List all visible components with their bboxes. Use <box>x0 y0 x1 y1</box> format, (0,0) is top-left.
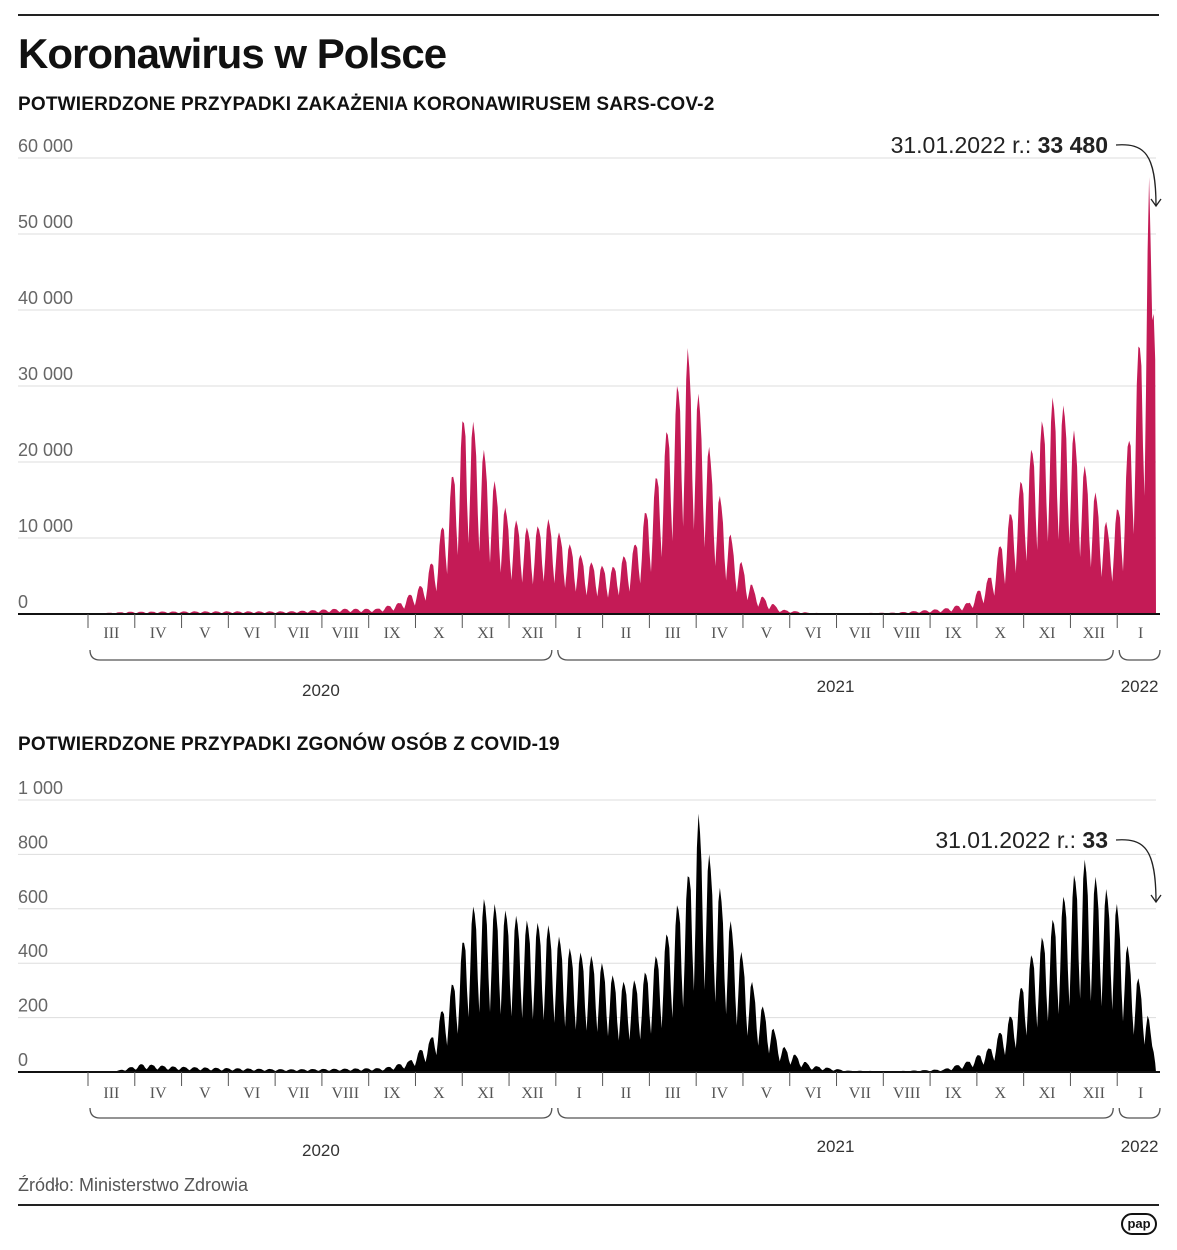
y-tick-label: 0 <box>18 592 28 612</box>
y-tick-label: 10 000 <box>18 516 73 536</box>
month-label: IV <box>711 1085 728 1102</box>
month-label: V <box>761 625 773 642</box>
month-label: VII <box>287 625 309 642</box>
year-brace <box>1118 1107 1161 1119</box>
month-label: XI <box>1039 625 1056 642</box>
month-label: X <box>994 625 1006 642</box>
month-label: X <box>994 1085 1006 1102</box>
month-label: VI <box>243 625 260 642</box>
annotation-arrow <box>1115 839 1157 903</box>
annotation-date: 31.01.2022 r.: <box>935 827 1082 853</box>
month-label: IV <box>150 625 167 642</box>
month-label: III <box>665 1085 681 1102</box>
month-label: XI <box>1039 1085 1056 1102</box>
y-tick-label: 400 <box>18 941 48 961</box>
y-tick-label: 40 000 <box>18 288 73 308</box>
month-label: I <box>1138 1085 1143 1102</box>
year-label: 2021 <box>817 677 855 696</box>
y-tick-label: 0 <box>18 1050 28 1070</box>
month-label: III <box>103 625 119 642</box>
annotation-value: 33 <box>1082 827 1108 853</box>
month-label: VIII <box>332 1085 360 1102</box>
year-label: 2020 <box>302 681 340 700</box>
y-tick-label: 30 000 <box>18 364 73 384</box>
month-label: VII <box>287 1085 309 1102</box>
year-brace <box>1118 649 1161 661</box>
month-label: II <box>621 1085 632 1102</box>
month-label: I <box>577 625 582 642</box>
month-label: III <box>103 1085 119 1102</box>
month-label: III <box>665 625 681 642</box>
month-label: I <box>1138 625 1143 642</box>
month-label: XII <box>1083 1085 1105 1102</box>
annotation-arrowhead <box>1150 198 1162 208</box>
month-label: VI <box>243 1085 260 1102</box>
pap-logo: pap <box>1121 1213 1157 1235</box>
y-tick-label: 1 000 <box>18 778 63 798</box>
year-label: 2020 <box>302 1141 340 1160</box>
y-tick-label: 60 000 <box>18 136 73 156</box>
year-brace <box>89 1107 553 1119</box>
month-label: VI <box>805 1085 822 1102</box>
year-brace <box>557 1107 1114 1119</box>
annotation-label: 31.01.2022 r.: 33 <box>935 827 1108 853</box>
y-tick-label: 800 <box>18 832 48 852</box>
annotation-label: 31.01.2022 r.: 33 480 <box>891 132 1108 158</box>
month-label: I <box>577 1085 582 1102</box>
month-label: V <box>199 1085 211 1102</box>
month-label: XI <box>477 1085 494 1102</box>
annotation-value: 33 480 <box>1038 132 1108 158</box>
data-series-area <box>80 813 1156 1072</box>
month-label: IX <box>384 1085 401 1102</box>
y-tick-label: 20 000 <box>18 440 73 460</box>
month-label: VIII <box>893 625 921 642</box>
chart-title-deaths: POTWIERDZONE PRZYPADKI ZGONÓW OSÓB Z COV… <box>18 734 560 755</box>
month-label: VIII <box>893 1085 921 1102</box>
month-label: XII <box>1083 625 1105 642</box>
top-rule <box>18 14 1159 16</box>
month-label: X <box>433 1085 445 1102</box>
y-tick-label: 200 <box>18 996 48 1016</box>
annotation-arrow <box>1115 144 1157 207</box>
data-series-area <box>80 177 1156 614</box>
month-label: XII <box>521 625 543 642</box>
month-label: VI <box>805 625 822 642</box>
month-label: IX <box>945 625 962 642</box>
month-label: IX <box>384 625 401 642</box>
month-label: II <box>621 625 632 642</box>
year-label: 2021 <box>817 1137 855 1156</box>
month-label: XI <box>477 625 494 642</box>
month-label: VIII <box>332 625 360 642</box>
month-label: VII <box>849 625 871 642</box>
month-label: VII <box>849 1085 871 1102</box>
year-brace <box>557 649 1114 661</box>
chart-title-cases: POTWIERDZONE PRZYPADKI ZAKAŻENIA KORONAW… <box>18 94 715 115</box>
month-label: IX <box>945 1085 962 1102</box>
source-note: Źródło: Ministerstwo Zdrowia <box>18 1175 249 1195</box>
month-label: IV <box>711 625 728 642</box>
year-label: 2022 <box>1121 1137 1159 1156</box>
month-label: X <box>433 625 445 642</box>
y-tick-label: 50 000 <box>18 212 73 232</box>
month-label: V <box>761 1085 773 1102</box>
page-title: Koronawirus w Polsce <box>18 30 447 77</box>
year-label: 2022 <box>1121 677 1159 696</box>
annotation-arrowhead <box>1150 894 1162 904</box>
month-label: XII <box>521 1085 543 1102</box>
annotation-date: 31.01.2022 r.: <box>891 132 1038 158</box>
year-brace <box>89 649 553 661</box>
y-tick-label: 600 <box>18 887 48 907</box>
month-label: IV <box>150 1085 167 1102</box>
bottom-rule <box>18 1204 1159 1206</box>
month-label: V <box>199 625 211 642</box>
